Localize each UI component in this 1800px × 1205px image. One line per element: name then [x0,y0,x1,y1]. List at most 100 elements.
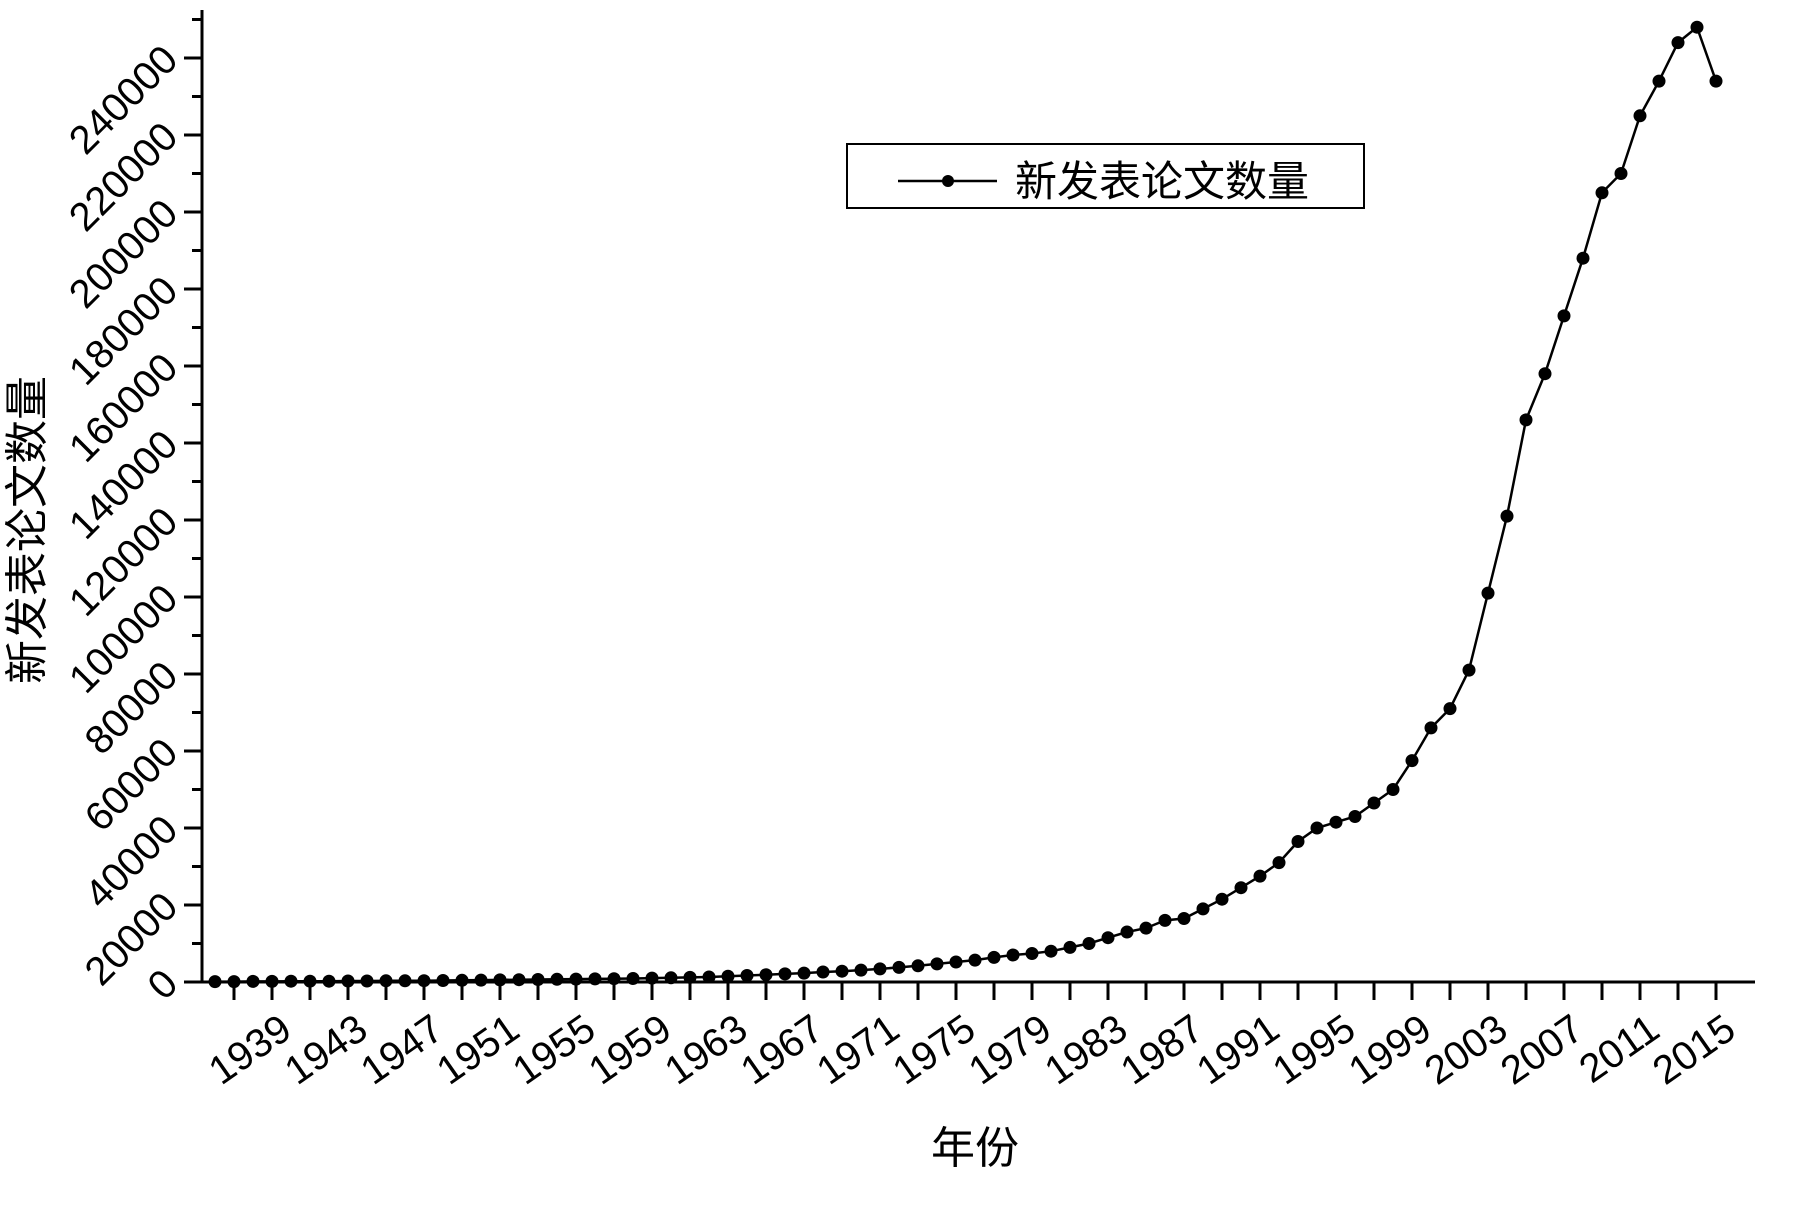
data-point [398,974,412,988]
data-point [835,964,849,978]
data-point [1424,721,1438,735]
data-point [987,950,1001,964]
x-tick-label: 2007 [1493,1006,1591,1093]
legend: 新发表论文数量 [846,143,1365,209]
data-point [1272,856,1286,870]
series-layer [208,20,1723,989]
x-tick-label: 1979 [961,1006,1059,1093]
x-tick-label: 1995 [1265,1006,1363,1093]
data-point [246,974,260,988]
data-point [1234,881,1248,895]
data-point [455,973,469,987]
y-tick-label: 0 [140,961,187,1008]
data-point [1063,940,1077,954]
data-point [816,965,830,979]
data-point [379,974,393,988]
x-tick-label: 1951 [429,1006,527,1093]
legend-label: 新发表论文数量 [1015,158,1309,205]
data-point [740,969,754,982]
data-point [1481,586,1495,600]
data-point [436,974,450,987]
data-point [1519,413,1533,427]
data-point [873,962,887,976]
data-point [1253,869,1267,883]
data-point [892,960,906,974]
data-point [1367,796,1381,810]
data-point [1329,815,1343,829]
data-point [588,972,602,986]
x-tick-label: 1963 [657,1006,755,1093]
data-point [1462,663,1476,677]
data-point [1500,509,1514,523]
data-point [1633,109,1647,123]
data-point [1405,754,1419,768]
data-point [208,975,222,989]
data-point [1576,251,1590,265]
data-point [303,974,317,988]
x-tick-label: 1955 [505,1006,603,1093]
data-point [1215,892,1229,906]
x-tick-label: 2015 [1645,1006,1743,1093]
x-tick-label: 2003 [1417,1006,1515,1093]
x-tick-label: 1999 [1341,1006,1439,1093]
data-point [1139,921,1153,935]
data-point [797,966,811,980]
x-tick-label: 1971 [809,1006,907,1093]
data-point [1006,948,1020,962]
legend-marker-swatch [942,175,954,187]
data-point [227,975,241,989]
x-tick-label: 1991 [1189,1006,1287,1093]
data-point [1082,937,1096,950]
x-tick-label: 2011 [1572,1006,1668,1091]
data-point [1348,810,1362,823]
data-point [1652,74,1666,88]
data-point [1614,167,1628,180]
data-point [930,957,944,971]
data-point [550,972,564,986]
data-point [512,973,526,987]
data-point [778,967,792,981]
data-point [1671,36,1685,50]
data-point [1595,186,1609,200]
data-point [968,953,982,967]
data-point [1709,74,1723,88]
data-point [360,974,374,988]
data-point [1025,947,1039,960]
x-tick-label: 1959 [581,1006,679,1093]
data-point [1386,783,1400,796]
data-point [683,970,697,984]
x-axis-title: 年份 [931,1124,1019,1173]
data-point [1310,821,1324,835]
x-tick-label: 1947 [353,1006,451,1093]
data-point [1101,931,1115,945]
data-point [626,972,640,985]
x-tick-label: 1975 [885,1006,983,1093]
data-point [1443,702,1457,716]
data-point [474,973,488,987]
x-ticks: 1939194319471951195519591963196719711975… [201,982,1743,1093]
data-point [664,971,678,985]
data-point [911,959,925,973]
data-point [1538,367,1552,381]
data-point [1158,913,1172,927]
data-point [645,971,659,985]
y-axis-title: 新发表论文数量 [3,376,52,684]
x-tick-label: 1943 [277,1006,375,1093]
x-tick-label: 1983 [1037,1006,1135,1093]
data-point [1291,835,1305,848]
data-point [341,974,355,988]
y-ticks: 0200004000060000800001000001200001400001… [61,18,202,1008]
data-point [284,974,298,988]
data-point [607,972,621,986]
data-point [1177,912,1191,925]
data-point [493,973,507,987]
data-point [759,968,773,982]
data-point [1120,925,1134,939]
data-point [1044,944,1058,958]
data-point [702,970,716,984]
data-point [949,955,963,969]
x-tick-label: 1967 [733,1006,831,1093]
data-point [1557,309,1571,323]
